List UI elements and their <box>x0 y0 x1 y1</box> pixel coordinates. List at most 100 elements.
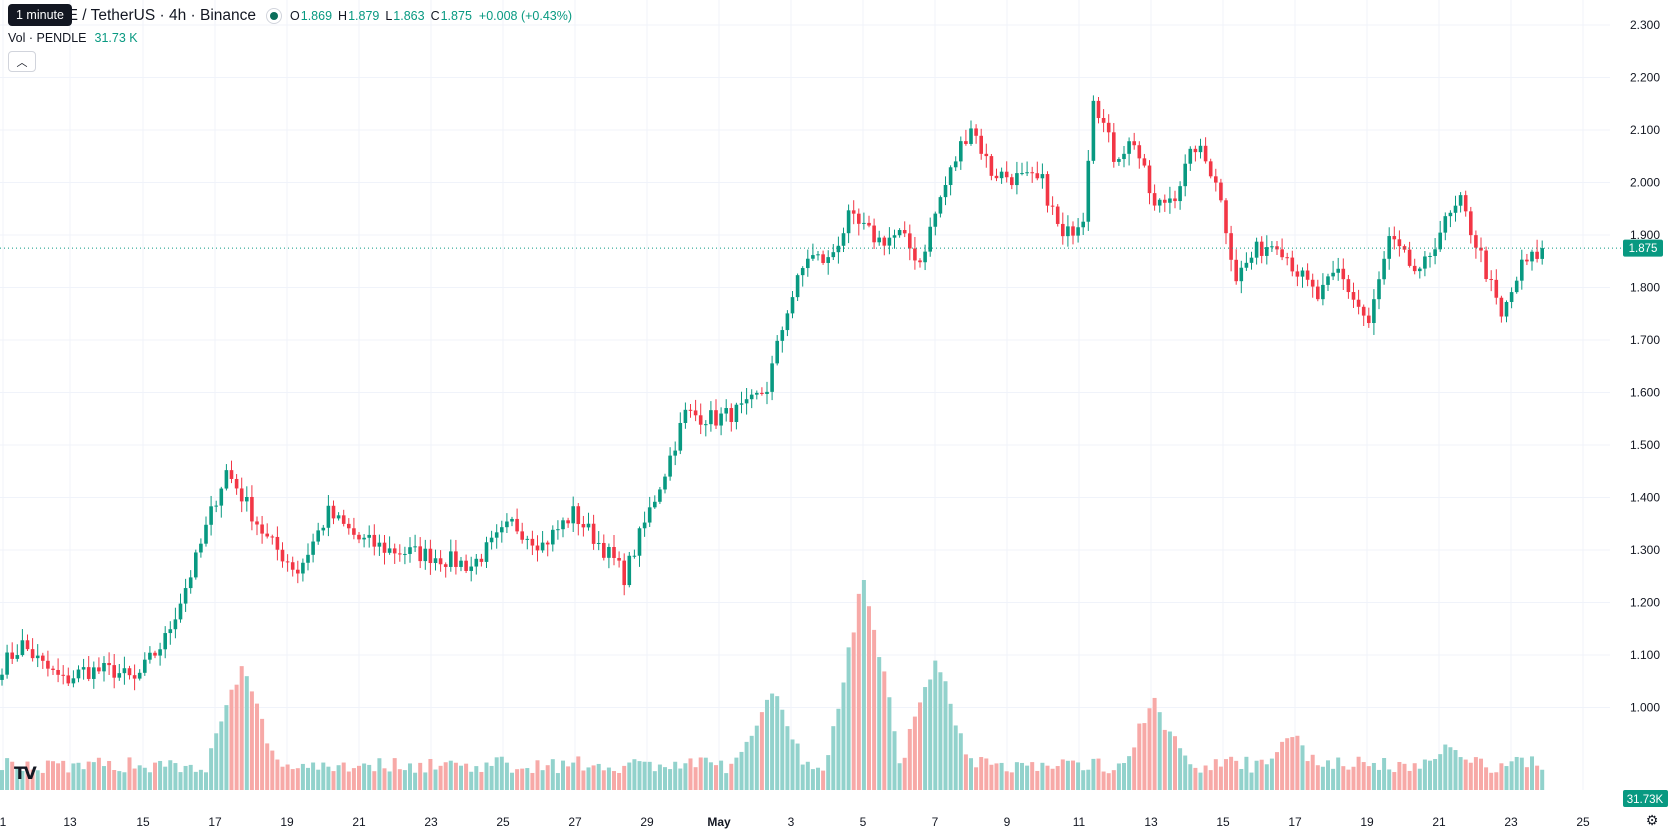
candle-body <box>1469 211 1473 236</box>
volume-bar <box>1463 759 1468 790</box>
volume-bar <box>504 762 509 790</box>
volume-bar <box>351 768 356 790</box>
candle-body <box>561 520 565 530</box>
volume-bar <box>810 769 815 790</box>
candle-body <box>250 496 254 522</box>
volume-bar <box>841 682 846 790</box>
volume-bar <box>5 758 10 790</box>
symbol-legend[interactable]: LE / TetherUS · 4h · Binance O1.869 H1.8… <box>8 6 572 26</box>
volume-bar <box>1224 759 1228 790</box>
volume-bar <box>708 762 713 790</box>
volume-legend[interactable]: Vol · PENDLE 31.73 K <box>8 31 138 45</box>
volume-bar <box>1137 723 1142 790</box>
volume-bar <box>1275 752 1279 790</box>
volume-bar <box>474 766 479 790</box>
volume-bar <box>540 770 545 790</box>
volume-bar <box>1111 770 1116 790</box>
candle-body <box>1035 173 1040 179</box>
volume-bar <box>20 770 25 790</box>
candle-body <box>637 528 642 556</box>
candle-body <box>1142 158 1147 166</box>
candle-body <box>1509 292 1514 302</box>
volume-bar <box>1535 765 1540 790</box>
volume-bar <box>1412 763 1417 790</box>
volume-bar <box>499 756 504 790</box>
candle-body <box>102 662 106 672</box>
candle-body <box>913 248 917 261</box>
volume-bar <box>158 760 163 790</box>
candle-body <box>341 515 346 524</box>
volume-bar <box>178 772 183 790</box>
volume-bar <box>1468 762 1473 790</box>
candle-body <box>41 655 45 661</box>
volume-bar <box>413 772 418 790</box>
volume-bar <box>581 770 586 790</box>
volume-bar <box>316 769 321 790</box>
volume-bar <box>280 766 285 790</box>
volume-bar <box>244 676 249 790</box>
candle-body <box>1321 284 1325 300</box>
symbol-title[interactable]: LE / TetherUS · 4h · Binance <box>59 7 257 24</box>
tradingview-logo-icon[interactable]: TV <box>14 764 37 784</box>
candle-body <box>663 476 667 490</box>
volume-bar <box>438 765 443 790</box>
candle-body <box>260 524 264 534</box>
candle-body <box>836 245 841 253</box>
candle-body <box>1025 172 1029 174</box>
volume-bar <box>1162 729 1167 790</box>
volume-bar <box>943 681 948 790</box>
candle-body <box>1071 226 1075 236</box>
candle-body <box>612 547 616 558</box>
candle-body <box>1530 251 1534 262</box>
volume-bar <box>525 768 530 790</box>
candle-body <box>92 667 96 679</box>
volume-bar <box>1504 766 1509 790</box>
volume-bar <box>1356 756 1361 790</box>
candle-body <box>1239 267 1244 282</box>
candle-body <box>1367 315 1371 324</box>
collapse-legend-button[interactable]: ︿ <box>8 51 36 72</box>
interval-tooltip: 1 minute <box>8 4 72 26</box>
volume-bar <box>448 760 453 790</box>
volume-bar <box>637 761 642 790</box>
candle-body <box>173 619 178 630</box>
candle-body <box>744 399 749 404</box>
candle-body <box>204 524 208 544</box>
gear-icon[interactable]: ⚙ <box>1645 813 1659 829</box>
volume-bar <box>1290 737 1295 790</box>
candle-body <box>938 197 943 214</box>
volume-bar <box>872 629 877 790</box>
candle-body <box>459 560 463 567</box>
candle-body <box>418 546 422 562</box>
volume-bar <box>249 691 254 790</box>
volume-bar <box>239 666 244 790</box>
volume-bar <box>974 767 979 790</box>
candle-body <box>76 669 81 679</box>
candle-body <box>1499 297 1504 317</box>
candle-body <box>668 455 672 477</box>
candle-body <box>770 363 774 392</box>
candle-body <box>953 161 958 168</box>
candle-body <box>704 424 708 426</box>
candle-body <box>545 542 550 545</box>
volume-bar <box>357 765 361 790</box>
candle-body <box>959 141 963 162</box>
volume-bar <box>510 772 514 790</box>
candle-body <box>1117 159 1121 162</box>
volume-bar <box>1310 754 1315 790</box>
volume-bar <box>1076 762 1081 790</box>
volume-bar <box>183 765 188 790</box>
time-tick-label: May <box>707 815 731 829</box>
candle-body <box>56 669 60 675</box>
candle-body <box>632 555 637 557</box>
candle-body <box>800 268 805 276</box>
market-status-icon[interactable] <box>266 8 283 24</box>
candle-body <box>30 649 35 659</box>
price-tick-label: 1.400 <box>1630 491 1660 505</box>
candle-body <box>994 175 999 179</box>
candle-body <box>1132 141 1136 146</box>
volume-bar <box>770 693 775 790</box>
volume-bar <box>295 768 300 790</box>
volume-bar <box>270 750 275 790</box>
